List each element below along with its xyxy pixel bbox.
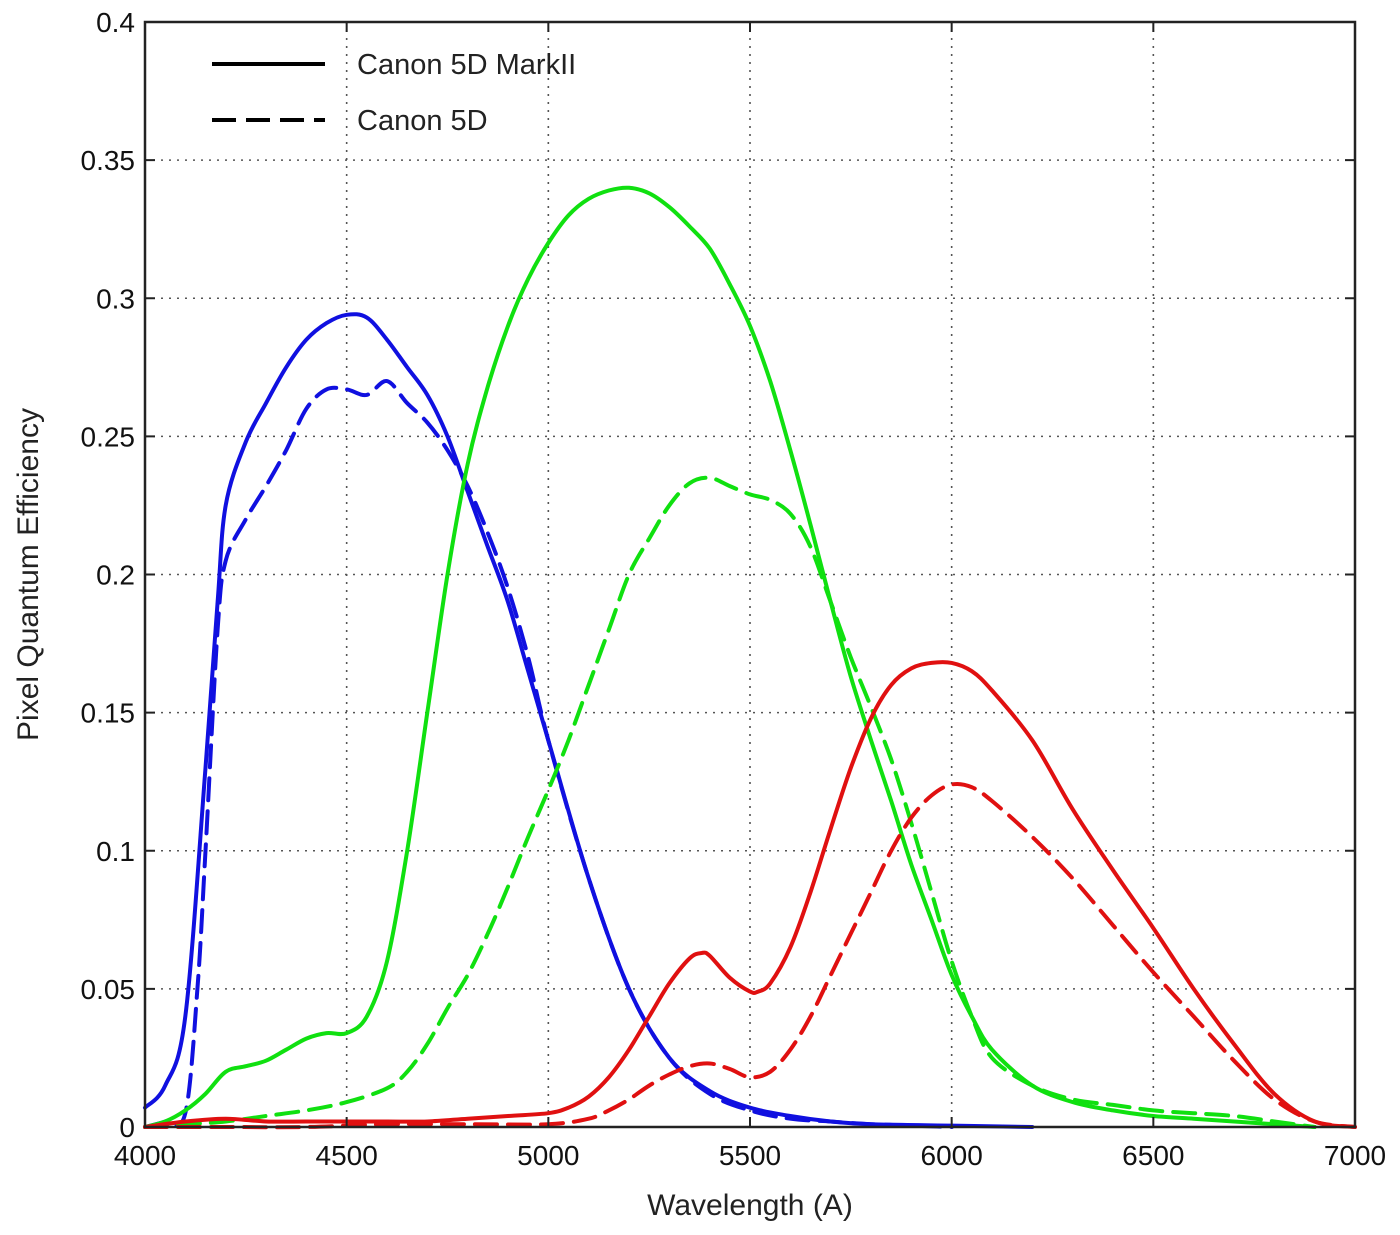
grid [145,22,1355,1127]
legend-label-markii: Canon 5D MarkII [357,49,576,81]
y-tick-label: 0.05 [81,974,136,1005]
x-tick-label: 4000 [114,1140,176,1171]
y-tick-label: 0.15 [81,698,136,729]
legend-label-5d: Canon 5D [357,105,488,137]
y-tick-label: 0 [119,1112,135,1143]
series-blue-canon-5d [143,379,954,1129]
series-green-canon-5d [143,475,1317,1129]
y-tick-label: 0.3 [96,283,135,314]
y-tick-label: 0.35 [81,145,136,176]
series-red-canon-5d [143,781,1357,1130]
series-lines [143,185,1357,1130]
y-axis-label: Pixel Quantum Efficiency [12,408,45,741]
y-tick-label: 0.4 [96,7,135,38]
x-tick-label: 7000 [1324,1140,1386,1171]
x-tick-label: 6000 [921,1140,983,1171]
x-tick-label: 4500 [316,1140,378,1171]
x-axis-ticks: 4000 4500 5000 5500 6000 6500 7000 [114,22,1386,1171]
legend: Canon 5D MarkII Canon 5D [212,49,576,137]
series-blue-canon-5d-markii [143,312,1035,1129]
series-red-canon-5d-markii [143,660,1357,1129]
y-tick-label: 0.1 [96,836,135,867]
x-tick-label: 6500 [1122,1140,1184,1171]
x-tick-label: 5500 [719,1140,781,1171]
x-tick-label: 5000 [517,1140,579,1171]
y-tick-label: 0.25 [81,421,136,452]
y-tick-label: 0.2 [96,560,135,591]
x-axis-label: Wavelength (A) [647,1189,853,1222]
y-axis-ticks: 0 0.05 0.1 0.15 0.2 0.25 0.3 0.35 0.4 [81,7,1355,1143]
